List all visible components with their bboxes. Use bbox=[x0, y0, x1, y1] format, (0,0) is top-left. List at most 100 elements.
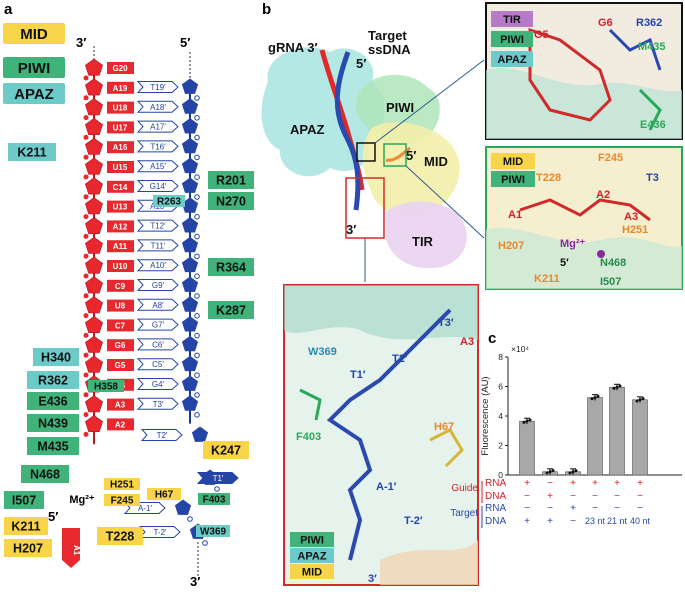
target-base-tag bbox=[136, 259, 179, 272]
condition-cell: − bbox=[614, 491, 620, 502]
condition-cell: + bbox=[570, 478, 576, 489]
residue-label: H340 bbox=[41, 351, 71, 365]
residue-tag bbox=[4, 491, 44, 509]
data-point bbox=[525, 419, 529, 423]
target-base-tag bbox=[136, 81, 179, 93]
data-point bbox=[551, 469, 555, 473]
inset-3-target-stick bbox=[326, 308, 452, 561]
inset-2-piwi-bg bbox=[486, 227, 682, 289]
mid-5prime-label: 5′ bbox=[406, 148, 416, 163]
target-sugar bbox=[174, 499, 192, 515]
target-base-tag bbox=[136, 378, 179, 390]
inset-2-residue-label: K211 bbox=[534, 273, 560, 285]
guide-sugar bbox=[85, 58, 103, 76]
inset-1-residue-label: E436 bbox=[640, 119, 666, 131]
target-phosphate bbox=[194, 233, 200, 240]
legend-label-piwi: PIWI bbox=[18, 60, 51, 77]
target-nt-label: C5′ bbox=[152, 360, 164, 369]
inset-3-residue-label: A3 bbox=[460, 336, 474, 348]
inset-2-residue-label: A3 bbox=[624, 211, 638, 223]
guide-sugar bbox=[85, 197, 103, 215]
target-phosphate bbox=[194, 372, 200, 379]
residue-tag bbox=[208, 258, 254, 276]
condition-cell: − bbox=[524, 503, 530, 514]
legend-label-mid: MID bbox=[20, 26, 48, 43]
residue-tag bbox=[8, 143, 56, 161]
data-point bbox=[615, 385, 619, 389]
condition-cell: + bbox=[524, 478, 530, 489]
condition-cell: − bbox=[637, 503, 643, 514]
zoom-line-1 bbox=[374, 59, 485, 144]
target-base-tag bbox=[136, 140, 179, 153]
guide-base-tag bbox=[107, 200, 134, 213]
guide-phosphate bbox=[83, 95, 89, 101]
guide-sugar bbox=[85, 217, 103, 234]
inset-3-residue-label: F403 bbox=[296, 431, 321, 443]
inset-1-domain-tag bbox=[491, 11, 533, 27]
inset-1-domain-tag bbox=[491, 51, 533, 67]
target-ribbon bbox=[334, 51, 361, 211]
inset-3-residue-label: T1′ bbox=[350, 369, 366, 381]
inset-1-rna-stick bbox=[528, 27, 612, 122]
data-point bbox=[618, 384, 622, 388]
residue-tag bbox=[153, 195, 185, 207]
residue-tag bbox=[147, 488, 181, 500]
guide-phosphate bbox=[83, 214, 89, 220]
target-phosphate bbox=[194, 332, 200, 339]
residue-label: F245 bbox=[111, 496, 134, 507]
target-base-tag bbox=[136, 338, 179, 351]
target-phosphate bbox=[194, 214, 200, 220]
inset-3-domain-tag bbox=[290, 548, 334, 563]
legend-swatch-apaz bbox=[3, 83, 65, 104]
target-sugar bbox=[181, 78, 199, 94]
inset-1-r362-stick bbox=[608, 28, 662, 71]
guide-base-tag bbox=[107, 161, 134, 173]
target-nt-label: A17′ bbox=[150, 123, 166, 132]
guide-phosphate bbox=[83, 134, 89, 140]
target-row-label: Target bbox=[450, 508, 478, 519]
target-sugar bbox=[181, 355, 199, 372]
inset-3-domain-tag bbox=[290, 564, 334, 579]
tir-label: TIR bbox=[412, 234, 434, 249]
target-nt-label: A15′ bbox=[150, 162, 166, 171]
guide-base-tag bbox=[107, 418, 134, 431]
residue-label: T228 bbox=[106, 530, 135, 544]
guide-base-tag bbox=[107, 141, 134, 154]
residue-tag bbox=[4, 517, 48, 535]
condition-cell: − bbox=[570, 516, 576, 527]
guide-nt-label: U8 bbox=[115, 302, 126, 311]
target-3prime-label-b: 3′ bbox=[346, 222, 356, 237]
bar bbox=[632, 399, 648, 476]
data-point bbox=[548, 470, 552, 474]
panel-a: a MID PIWI APAZ 3′ G20 A19 U18 U17 A16 U15 C14 U13 A1… bbox=[3, 1, 254, 589]
residue-tag bbox=[97, 527, 143, 545]
target-sugar bbox=[181, 157, 199, 174]
inset-1-domain-label: TIR bbox=[503, 14, 521, 26]
guide-phosphate bbox=[83, 352, 89, 358]
residue-label: K287 bbox=[216, 304, 246, 318]
target-phosphate bbox=[194, 352, 200, 359]
condition-cell: 40 nt bbox=[630, 516, 651, 526]
inset-1-residue-label: R362 bbox=[636, 17, 662, 29]
target-phosphate bbox=[194, 95, 200, 101]
guide-nt-label: U18 bbox=[113, 104, 128, 113]
target-nt-label: A-1′ bbox=[138, 504, 152, 513]
condition-cell: − bbox=[547, 503, 553, 514]
residue-label: F403 bbox=[203, 495, 226, 506]
guide-sugar bbox=[85, 137, 103, 155]
guide-nt-label: A16 bbox=[113, 143, 128, 152]
residue-tag bbox=[33, 348, 79, 366]
guide-sugar bbox=[85, 316, 103, 334]
guide-sugar bbox=[85, 355, 103, 373]
target-nt-label: A18′ bbox=[150, 103, 166, 112]
guide-sugar bbox=[85, 276, 103, 294]
guide-sugar bbox=[85, 157, 103, 175]
guide-phosphate bbox=[83, 332, 89, 338]
residue-tag bbox=[208, 192, 254, 210]
target-dna-label: DNA bbox=[485, 516, 506, 527]
guide-nt-label: U15 bbox=[113, 163, 128, 172]
residue-tag bbox=[208, 171, 254, 189]
guide-sugar bbox=[85, 395, 103, 413]
residue-label: K247 bbox=[211, 444, 241, 458]
